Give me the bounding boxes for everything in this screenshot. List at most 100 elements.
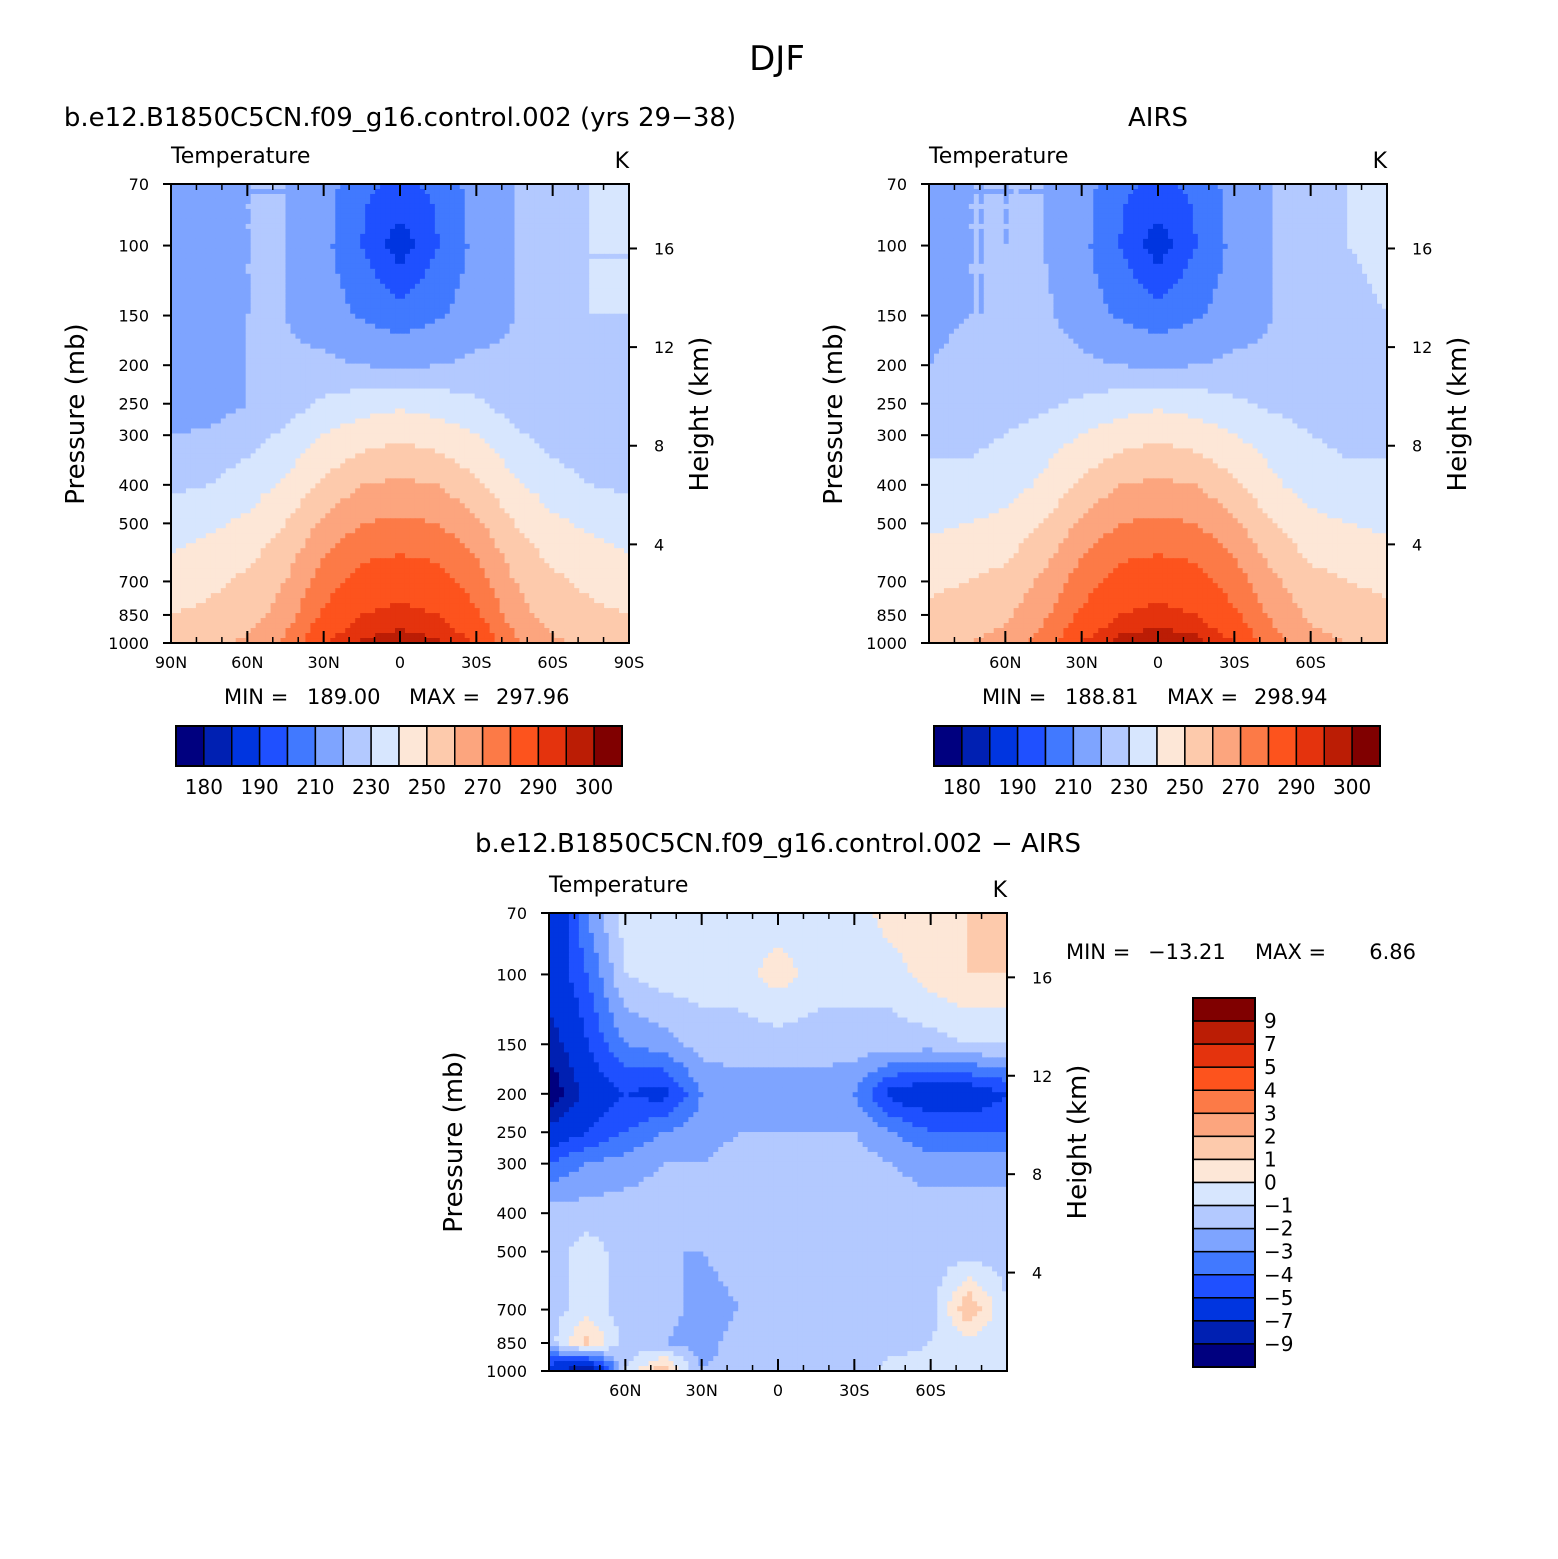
model-contour-cell: [624, 313, 629, 320]
model-contour-cell: [295, 188, 302, 195]
model-contour-cell: [220, 293, 227, 300]
model-contour-cell: [385, 443, 391, 450]
model-contour-cell: [335, 223, 341, 230]
model-contour-cell: [454, 198, 461, 205]
model-contour-cell: [469, 313, 476, 320]
model-contour-cell: [419, 203, 426, 210]
model-contour-cell: [370, 188, 376, 195]
model-contour-cell: [554, 443, 560, 450]
model-contour-cell: [459, 433, 466, 440]
model-contour-cell: [579, 258, 585, 265]
model-contour-cell: [559, 313, 565, 320]
model-contour-cell: [414, 278, 421, 285]
model-contour-cell: [519, 184, 526, 190]
model-contour-cell: [564, 288, 570, 295]
model-contour-cell: [205, 198, 212, 205]
model-contour-cell: [529, 398, 536, 405]
model-contour-cell: [320, 218, 326, 225]
model-contour-cell: [215, 393, 222, 400]
model-contour-cell: [424, 263, 431, 270]
model-contour-cell: [584, 343, 590, 350]
model-contour-cell: [395, 338, 401, 345]
model-contour-cell: [350, 248, 356, 255]
model-contour-cell: [260, 398, 267, 405]
model-contour-cell: [370, 293, 376, 300]
model-contour-cell: [330, 313, 336, 320]
model-contour-cell: [315, 358, 321, 365]
model-contour-cell: [215, 303, 222, 310]
model-contour-cell: [180, 358, 187, 365]
model-contour-cell: [454, 433, 461, 440]
model-contour-cell: [549, 443, 555, 450]
model-contour-cell: [439, 293, 446, 300]
model-contour-cell: [265, 243, 272, 250]
model-contour-cell: [375, 368, 381, 375]
model-contour-cell: [310, 378, 316, 385]
model-contour-cell: [390, 378, 396, 385]
model-contour-cell: [544, 323, 550, 330]
model-contour-cell: [370, 228, 376, 235]
model-contour-cell: [330, 418, 336, 425]
model-contour-cell: [609, 273, 615, 280]
model-contour-cell: [609, 348, 615, 355]
model-contour-cell: [195, 338, 202, 345]
model-contour-cell: [419, 253, 426, 260]
model-contour-cell: [424, 203, 431, 210]
model-contour-cell: [360, 184, 366, 190]
model-contour-cell: [400, 418, 406, 425]
model-contour-cell: [509, 388, 516, 395]
model-contour-cell: [400, 423, 406, 430]
model-contour-cell: [614, 328, 620, 335]
model-contour-cell: [434, 403, 441, 410]
model-contour-cell: [564, 343, 570, 350]
model-contour-cell: [429, 358, 436, 365]
model-contour-cell: [499, 443, 506, 450]
model-contour-cell: [285, 378, 292, 385]
model-contour-cell: [260, 193, 267, 200]
model-contour-cell: [171, 193, 177, 200]
model-contour-cell: [250, 293, 257, 300]
model-contour-cell: [250, 388, 257, 395]
model-contour-cell: [434, 203, 441, 210]
model-contour-cell: [270, 348, 277, 355]
model-contour-cell: [469, 184, 476, 190]
model-contour-cell: [325, 448, 331, 455]
model-contour-cell: [559, 268, 565, 275]
model-contour-cell: [325, 313, 331, 320]
model-contour-cell: [305, 413, 311, 420]
model-contour-cell: [414, 368, 421, 375]
model-contour-cell: [345, 378, 351, 385]
model-contour-cell: [469, 348, 476, 355]
model-contour-cell: [454, 348, 461, 355]
model-contour-cell: [454, 213, 461, 220]
model-contour-cell: [250, 253, 257, 260]
model-contour-cell: [534, 208, 540, 215]
model-contour-cell: [469, 253, 476, 260]
model-contour-cell: [599, 378, 605, 385]
model-contour-cell: [539, 293, 545, 300]
model-contour-cell: [180, 343, 187, 350]
model-contour-cell: [215, 218, 222, 225]
model-contour-cell: [524, 293, 531, 300]
model-contour-cell: [360, 433, 366, 440]
model-contour-cell: [499, 203, 506, 210]
model-contour-cell: [609, 308, 615, 315]
model-contour-cell: [205, 283, 212, 290]
model-contour-cell: [315, 363, 321, 370]
model-contour-cell: [380, 258, 386, 265]
model-contour-cell: [444, 253, 451, 260]
model-contour-cell: [295, 343, 302, 350]
model-contour-cell: [280, 358, 287, 365]
model-contour-cell: [464, 318, 471, 325]
model-contour-cell: [594, 288, 600, 295]
model-contour-cell: [599, 248, 605, 255]
model-contour-cell: [180, 378, 187, 385]
model-contour-cell: [350, 228, 356, 235]
model-contour-cell: [579, 448, 585, 455]
model-contour-cell: [325, 338, 331, 345]
model-contour-cell: [255, 353, 262, 360]
model-contour-cell: [190, 428, 197, 435]
model-contour-cell: [395, 423, 401, 430]
model-contour-cell: [469, 283, 476, 290]
model-contour-cell: [265, 438, 272, 445]
